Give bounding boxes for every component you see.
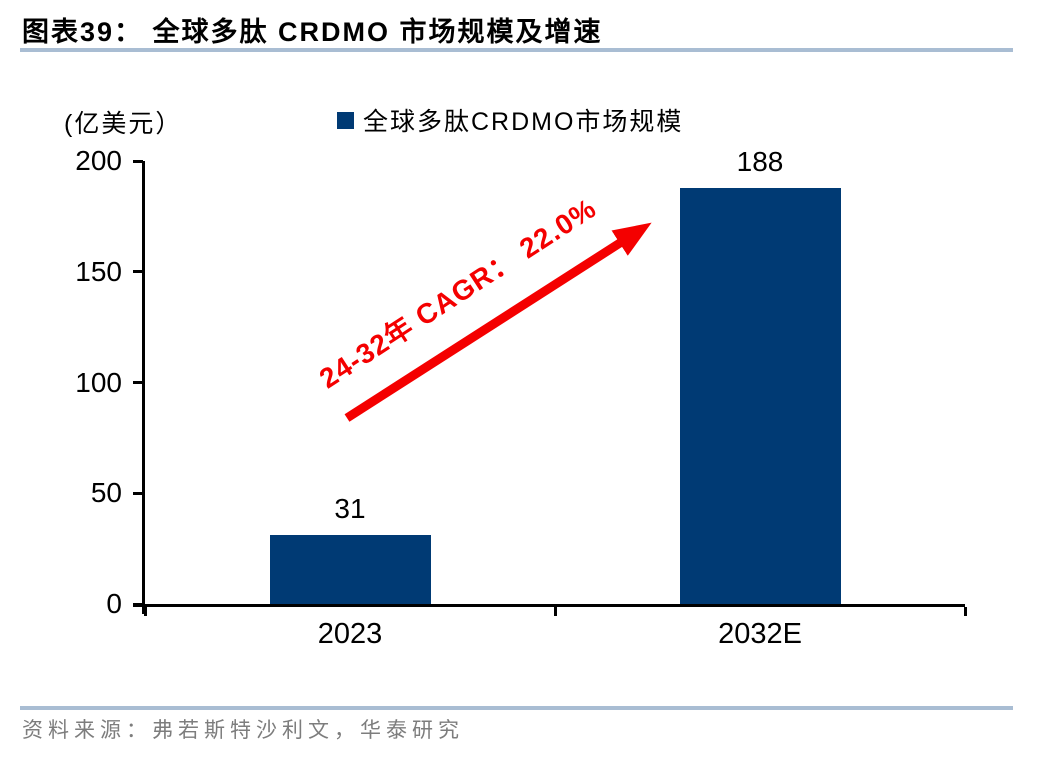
y-axis-unit-label: (亿美元） [64, 110, 183, 138]
x-tick [143, 607, 147, 616]
legend: 全球多肽CRDMO市场规模 [337, 102, 683, 138]
y-tick-label: 0 [106, 588, 122, 619]
x-category-label: 2023 [317, 618, 383, 650]
bar-value-label: 31 [334, 493, 366, 525]
bar [679, 187, 841, 604]
y-axis-line [142, 161, 145, 614]
y-tick [133, 159, 143, 163]
y-tick [133, 602, 143, 606]
y-tick-label: 150 [75, 255, 122, 287]
footer-rule [20, 706, 1013, 710]
x-axis-line [133, 604, 965, 607]
y-tick-label: 50 [90, 477, 122, 509]
caption-underline-rule [20, 48, 1013, 52]
y-tick [133, 270, 143, 274]
x-tick [553, 607, 557, 616]
legend-swatch-icon [337, 111, 354, 129]
x-tick [963, 607, 967, 616]
chart-caption: 图表39： 全球多肽 CRDMO 市场规模及增速 [22, 17, 603, 47]
bar-value-label: 188 [736, 145, 784, 177]
source-line: 资料来源：弗若斯特沙利文，华泰研究 [22, 718, 464, 742]
y-tick [133, 491, 143, 495]
bar [269, 535, 431, 604]
x-category-label: 2032E [718, 618, 802, 650]
plot-area: 24-32年 CAGR： 22.0% 0 50 100 150 200 31 2023 188… [75, 145, 967, 650]
legend-label: 全球多肽CRDMO市场规模 [363, 108, 684, 136]
y-tick [133, 381, 143, 384]
y-tick-label: 200 [75, 145, 122, 176]
y-tick-label: 100 [75, 366, 122, 398]
cagr-annotation: 24-32年 CAGR： 22.0% [313, 192, 602, 395]
